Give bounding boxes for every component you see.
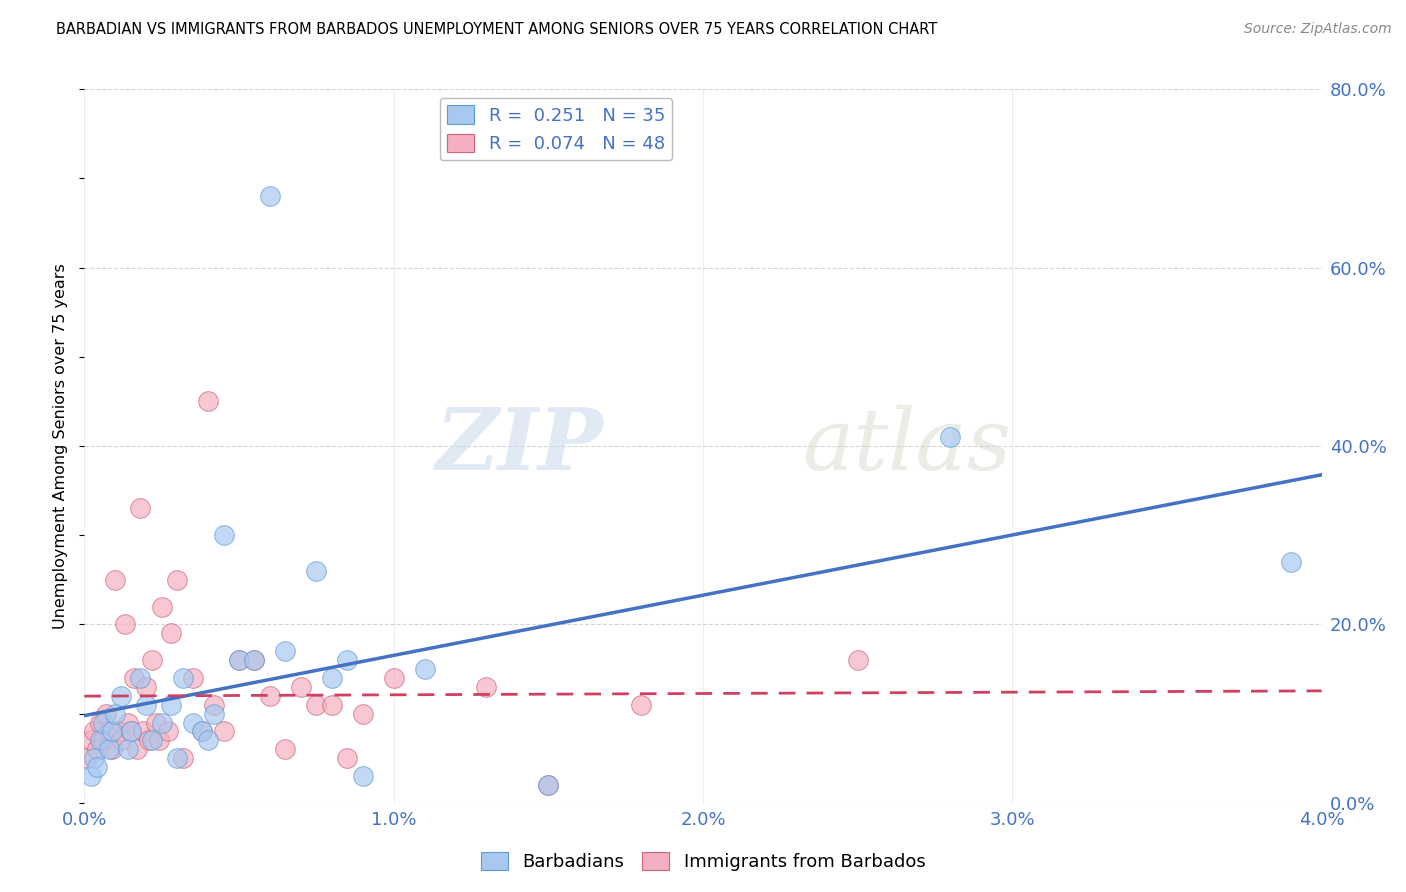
Point xyxy=(191,724,214,739)
Point xyxy=(166,751,188,765)
Point xyxy=(212,528,235,542)
Point xyxy=(83,751,105,765)
Point xyxy=(79,769,101,783)
Point xyxy=(181,715,204,730)
Point xyxy=(114,617,136,632)
Point xyxy=(243,653,266,667)
Point xyxy=(104,706,127,721)
Point xyxy=(172,751,194,765)
Point xyxy=(125,742,148,756)
Point xyxy=(129,671,152,685)
Point xyxy=(86,742,108,756)
Point xyxy=(148,733,170,747)
Point xyxy=(160,626,183,640)
Point xyxy=(259,689,281,703)
Point xyxy=(305,698,328,712)
Point xyxy=(181,671,204,685)
Point xyxy=(89,733,111,747)
Point xyxy=(145,715,167,730)
Point xyxy=(202,706,225,721)
Point xyxy=(228,653,250,667)
Point xyxy=(243,653,266,667)
Point xyxy=(129,501,152,516)
Point xyxy=(120,724,142,739)
Point xyxy=(274,644,297,658)
Point xyxy=(846,653,869,667)
Point xyxy=(79,733,101,747)
Point xyxy=(202,698,225,712)
Point xyxy=(141,733,163,747)
Point xyxy=(305,564,328,578)
Point xyxy=(98,724,121,739)
Point xyxy=(156,724,179,739)
Point xyxy=(259,189,281,203)
Point xyxy=(91,733,114,747)
Point xyxy=(94,706,117,721)
Point xyxy=(101,742,124,756)
Point xyxy=(191,724,214,739)
Point xyxy=(382,671,405,685)
Point xyxy=(212,724,235,739)
Text: Source: ZipAtlas.com: Source: ZipAtlas.com xyxy=(1244,22,1392,37)
Point xyxy=(630,698,652,712)
Point xyxy=(150,715,173,730)
Point xyxy=(228,653,250,667)
Point xyxy=(138,733,160,747)
Point xyxy=(86,760,108,774)
Point xyxy=(274,742,297,756)
Point xyxy=(939,430,962,444)
Point xyxy=(321,698,343,712)
Text: ZIP: ZIP xyxy=(436,404,605,488)
Point xyxy=(537,778,560,792)
Point xyxy=(321,671,343,685)
Point xyxy=(135,698,157,712)
Point xyxy=(290,680,312,694)
Point xyxy=(197,733,219,747)
Point xyxy=(110,733,132,747)
Point xyxy=(107,724,129,739)
Point xyxy=(89,715,111,730)
Point xyxy=(336,653,359,667)
Point xyxy=(197,394,219,409)
Point xyxy=(150,599,173,614)
Point xyxy=(132,724,155,739)
Point xyxy=(122,671,145,685)
Legend: R =  0.251   N = 35, R =  0.074   N = 48: R = 0.251 N = 35, R = 0.074 N = 48 xyxy=(440,98,672,161)
Point xyxy=(83,724,105,739)
Point xyxy=(336,751,359,765)
Point xyxy=(160,698,183,712)
Point xyxy=(76,751,98,765)
Legend: Barbadians, Immigrants from Barbados: Barbadians, Immigrants from Barbados xyxy=(474,845,932,879)
Point xyxy=(352,769,374,783)
Point xyxy=(104,573,127,587)
Point xyxy=(475,680,498,694)
Point xyxy=(91,715,114,730)
Point xyxy=(352,706,374,721)
Point xyxy=(110,689,132,703)
Point xyxy=(117,715,139,730)
Point xyxy=(413,662,436,676)
Point xyxy=(117,742,139,756)
Y-axis label: Unemployment Among Seniors over 75 years: Unemployment Among Seniors over 75 years xyxy=(53,263,69,629)
Point xyxy=(172,671,194,685)
Point xyxy=(1279,555,1302,569)
Point xyxy=(98,742,121,756)
Point xyxy=(120,724,142,739)
Text: BARBADIAN VS IMMIGRANTS FROM BARBADOS UNEMPLOYMENT AMONG SENIORS OVER 75 YEARS C: BARBADIAN VS IMMIGRANTS FROM BARBADOS UN… xyxy=(56,22,938,37)
Point xyxy=(166,573,188,587)
Point xyxy=(101,724,124,739)
Point xyxy=(135,680,157,694)
Point xyxy=(537,778,560,792)
Point xyxy=(141,653,163,667)
Text: atlas: atlas xyxy=(801,405,1011,487)
